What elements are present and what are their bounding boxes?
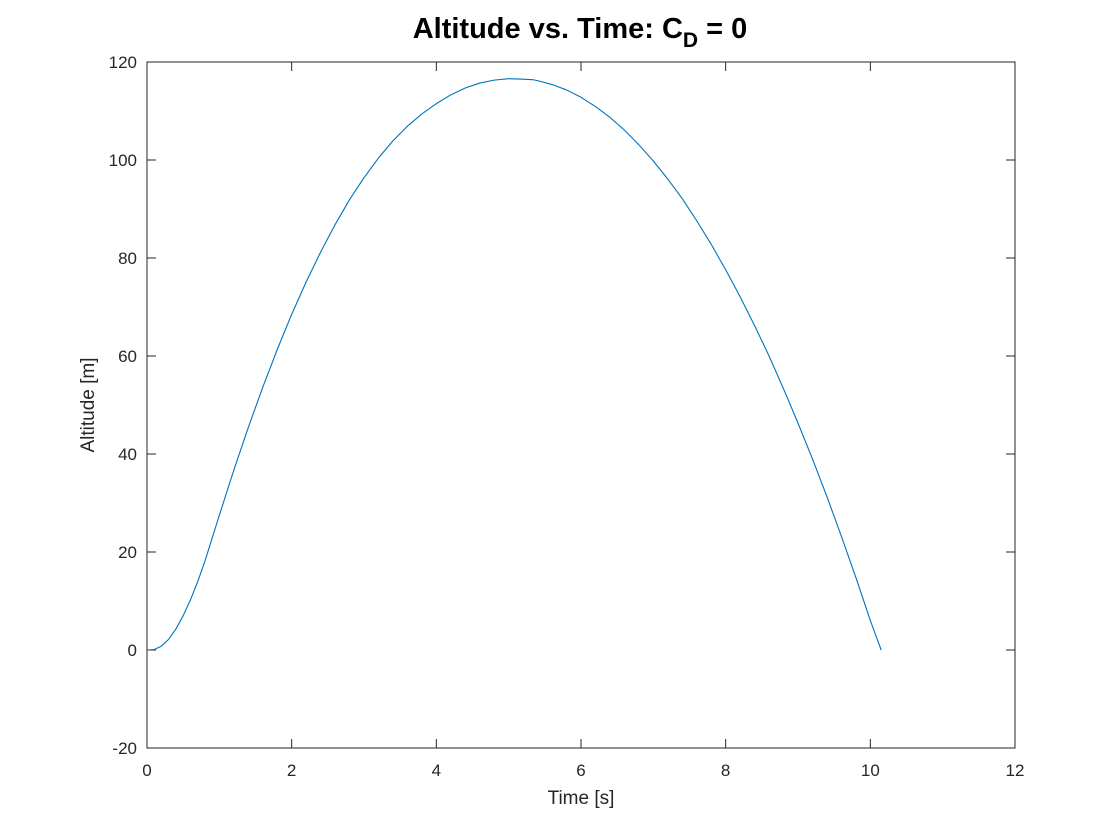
x-tick-label: 12 bbox=[1006, 761, 1025, 780]
x-tick-label: 4 bbox=[432, 761, 441, 780]
chart-title-subscript: D bbox=[683, 29, 698, 52]
chart-title-suffix: = 0 bbox=[698, 13, 747, 45]
y-axis-label: Altitude [m] bbox=[78, 357, 99, 452]
axes-box bbox=[146, 61, 1016, 749]
x-tick-label: 10 bbox=[861, 761, 880, 780]
y-tick-label: 20 bbox=[118, 543, 137, 562]
x-tick-label: 0 bbox=[142, 761, 151, 780]
y-tick-label: 0 bbox=[128, 641, 137, 660]
chart-title-main: Altitude vs. Time: C bbox=[413, 13, 683, 45]
y-tick-label: -20 bbox=[112, 739, 137, 758]
x-tick-label: 2 bbox=[287, 761, 296, 780]
chart-title: Altitude vs. Time: CD = 0 bbox=[413, 13, 748, 52]
y-axis-tick-labels: -20 0 20 40 60 80 100 120 bbox=[109, 53, 137, 758]
x-axis-tick-labels: 0 2 4 6 8 10 12 bbox=[142, 761, 1024, 780]
series-line-altitude bbox=[146, 78, 882, 651]
x-axis-label: Time [s] bbox=[548, 788, 615, 809]
x-tick-label: 8 bbox=[721, 761, 730, 780]
y-tick-label: 120 bbox=[109, 53, 137, 72]
y-tick-label: 80 bbox=[118, 249, 137, 268]
y-tick-label: 40 bbox=[118, 445, 137, 464]
plot-area bbox=[147, 62, 1015, 748]
y-tick-label: 100 bbox=[109, 151, 137, 170]
y-tick-label: 60 bbox=[118, 347, 137, 366]
x-tick-label: 6 bbox=[576, 761, 585, 780]
